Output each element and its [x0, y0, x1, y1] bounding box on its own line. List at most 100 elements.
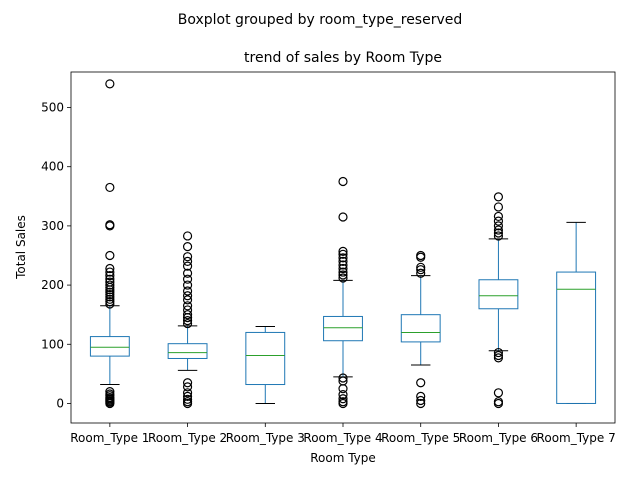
y-tick-label: 0	[56, 396, 64, 410]
flier-point	[338, 270, 348, 280]
flier-point	[105, 271, 115, 281]
y-tick-label: 300	[41, 219, 64, 233]
flier-point	[182, 231, 193, 241]
flier-point	[182, 261, 193, 271]
flier-point	[416, 268, 426, 278]
flier-point	[416, 398, 426, 409]
flier-point	[493, 388, 504, 398]
flier-point	[105, 297, 115, 307]
flier-point	[493, 228, 504, 238]
flier-point	[493, 397, 504, 407]
flier-point	[105, 79, 115, 89]
flier-point	[182, 291, 193, 301]
flier-point	[493, 211, 504, 222]
flier-point	[105, 263, 115, 274]
iqr-box	[556, 271, 597, 404]
flier-point	[182, 256, 193, 267]
flier-point	[105, 250, 115, 261]
y-tick-label: 200	[41, 278, 64, 292]
flier-point	[338, 212, 348, 222]
flier-point	[182, 280, 193, 290]
flier-point	[105, 277, 115, 287]
flier-point	[105, 292, 115, 302]
flier-point	[493, 225, 504, 235]
flier-point	[182, 391, 193, 401]
flier-point	[105, 267, 115, 277]
flier-point	[338, 260, 348, 270]
iqr-box	[167, 343, 208, 359]
flier-point	[416, 391, 426, 401]
figure-suptitle: Boxplot grouped by room_type_reserved	[178, 12, 463, 28]
flier-point	[182, 274, 193, 284]
flier-point	[182, 242, 193, 252]
x-tick-label: Room_Type 1	[70, 431, 149, 445]
flier-point	[105, 280, 115, 290]
flier-point	[338, 397, 348, 407]
flier-point	[493, 353, 504, 363]
flier-point	[416, 262, 426, 272]
x-axis-label: Room Type	[310, 451, 376, 465]
flier-point	[182, 305, 193, 315]
flier-point	[338, 249, 348, 259]
flier-point	[182, 388, 193, 398]
x-tick-label: Room_Type 4	[303, 431, 382, 445]
flier-point	[105, 220, 115, 230]
flier-point	[416, 265, 426, 275]
flier-point	[105, 387, 115, 397]
x-tick-label: Room_Type 5	[381, 431, 460, 445]
flier-point	[105, 287, 115, 297]
y-axis-label: Total Sales	[14, 215, 28, 280]
flier-point	[105, 274, 115, 284]
flier-point	[493, 231, 504, 241]
flier-point	[182, 286, 193, 296]
flier-point	[338, 373, 348, 383]
iqr-box	[400, 314, 441, 343]
chart-title: trend of sales by Room Type	[244, 50, 442, 66]
flier-point	[182, 310, 193, 320]
flier-point	[105, 182, 115, 193]
y-tick-label: 500	[41, 101, 64, 115]
flier-point	[416, 250, 426, 261]
flier-point	[182, 397, 193, 407]
flier-point	[338, 384, 348, 394]
flier-point	[105, 299, 115, 309]
flier-point	[338, 376, 348, 386]
flier-point	[493, 192, 504, 202]
iqr-box	[478, 279, 519, 310]
x-tick-label: Room_Type 7	[537, 431, 616, 445]
flier-point	[182, 252, 193, 262]
x-tick-label: Room_Type 6	[459, 431, 538, 445]
flier-point	[493, 202, 504, 212]
flier-point	[338, 394, 348, 404]
flier-point	[493, 350, 504, 361]
y-tick-label: 400	[41, 160, 64, 174]
flier-point	[338, 389, 348, 400]
flier-point	[493, 347, 504, 358]
flier-point	[338, 256, 348, 267]
flier-point	[182, 301, 193, 311]
flier-point	[182, 394, 193, 404]
flier-point	[182, 382, 193, 392]
flier-point	[105, 389, 115, 399]
flier-point	[493, 221, 504, 231]
flier-point	[416, 378, 426, 388]
x-tick-label: Room_Type 2	[148, 431, 227, 445]
flier-point	[338, 267, 348, 277]
y-tick-label: 100	[41, 337, 64, 351]
iqr-box	[245, 331, 286, 386]
flier-point	[182, 378, 193, 388]
flier-point	[182, 318, 193, 329]
flier-point	[338, 263, 348, 274]
flier-point	[338, 273, 348, 283]
iqr-box	[323, 315, 363, 342]
flier-point	[493, 216, 504, 226]
flier-point	[105, 294, 115, 304]
flier-point	[338, 253, 348, 263]
flier-point	[338, 176, 348, 187]
iqr-box	[89, 336, 130, 357]
flier-point	[182, 268, 193, 278]
flier-point	[338, 246, 348, 256]
x-tick-label: Room_Type 3	[226, 431, 305, 445]
